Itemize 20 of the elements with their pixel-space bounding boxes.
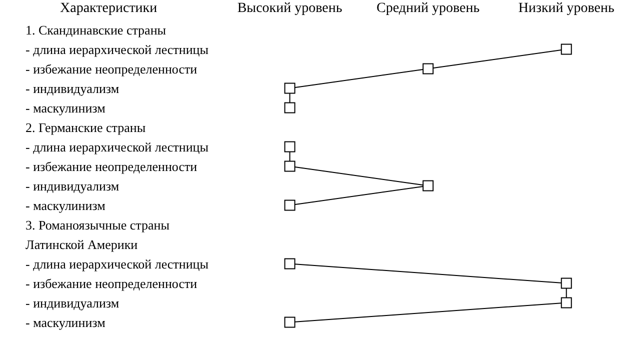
text: Низкий уровень xyxy=(518,1,614,17)
y-tick-label: 2. Германские страны xyxy=(26,120,146,135)
y-tick-label: - индивидуализм xyxy=(26,295,120,310)
y-tick-label: 3. Романоязычные страны xyxy=(26,217,170,232)
y-tick-label: 1. Скандинавские страны xyxy=(26,22,166,38)
y-tick-label: - избежание неопределенности xyxy=(26,276,198,291)
y-tick-label: - маскулинизм xyxy=(26,100,106,116)
text: Средний уровень xyxy=(376,1,480,17)
y-tick-label: - длина иерархической лестницы xyxy=(26,139,209,154)
y-tick-label: - индивидуализм xyxy=(26,80,120,96)
y-tick-label: - маскулинизм xyxy=(26,314,106,330)
y-tick-label: - избежание неопределенности xyxy=(26,158,198,174)
text: Высокий уровень xyxy=(237,1,342,17)
y-tick-label: - длина иерархической лестницы xyxy=(26,256,209,272)
y-axis-title: Характеристики xyxy=(60,1,158,17)
y-tick-label: - маскулинизм xyxy=(26,198,106,213)
y-tick-label: - индивидуализм xyxy=(26,178,120,194)
y-tick-label: - длина иерархической лестницы xyxy=(26,42,209,57)
y-tick-label: - избежание неопределенности xyxy=(26,61,198,76)
y-tick-label: Латинской Америки xyxy=(26,236,138,252)
